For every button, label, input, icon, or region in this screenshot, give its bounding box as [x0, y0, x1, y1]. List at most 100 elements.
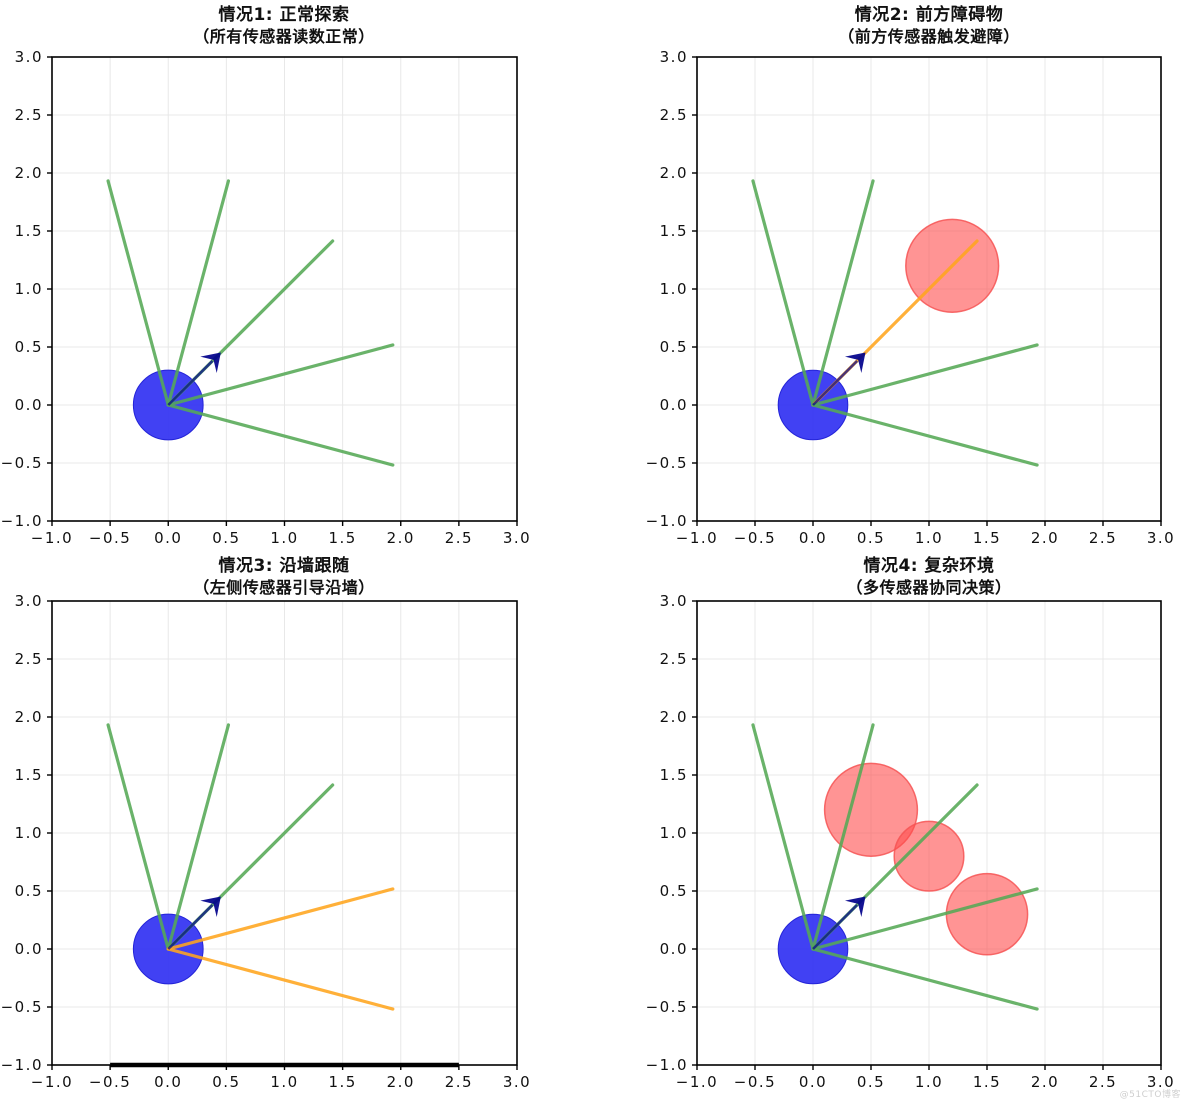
y-tick-label: 0.5	[660, 882, 688, 900]
obstacle-circle	[945, 872, 1029, 956]
x-tick-label: 2.0	[387, 1073, 415, 1091]
subplot-1-title-block: 情况1: 正常探索 （所有传感器读数正常）	[34, 4, 534, 48]
y-tick-label: 1.0	[660, 824, 688, 842]
subplot-3-plot-area: −1.0−1.0 −0.5 −0.5 0.0 0.0 0.5 0.5 1.0 1.0 1.5 1.5…	[1, 592, 530, 1091]
x-tick-label: 3.0	[503, 529, 531, 547]
subplot-scenario-4: 情况4: 复杂环境 （多传感器协同决策） −1.0 −1.0 −0.5 −0.5 0.0…	[592, 551, 1184, 1103]
x-tick-label: 0.0	[154, 529, 182, 547]
y-tick-label: 2.0	[15, 708, 43, 726]
x-tick-label: 1.5	[973, 1073, 1001, 1091]
sensor-ray-normal	[166, 179, 231, 407]
y-tick-label: 2.0	[15, 164, 43, 182]
x-tick-label: 0.5	[857, 529, 885, 547]
y-tick-label: 3.0	[15, 48, 43, 66]
subplot-2-plot-area: −1.0−1.0 −0.5 −0.5 0.0 0.0 0.5 0.5 1.0 1.0 1.5 1.5…	[646, 48, 1175, 547]
sensor-ray-normal	[106, 723, 170, 951]
y-tick-label: 2.5	[660, 106, 688, 124]
subplot-scenario-1: 情况1: 正常探索 （所有传感器读数正常） −1.0 −1.0 −0.5 −0.5 0.…	[0, 0, 592, 551]
y-tick-label: 2.5	[15, 106, 43, 124]
y-tick-label: 2.5	[15, 650, 43, 668]
y-tick-label: 0.5	[15, 882, 43, 900]
x-tick-label: 2.0	[1031, 1073, 1059, 1091]
subplot-3-title: 情况3: 沿墙跟随	[218, 556, 350, 576]
sensor-ray-normal	[166, 723, 231, 951]
y-tick-label: 1.5	[660, 222, 688, 240]
subplot-2-title-block: 情况2: 前方障碍物 （前方传感器触发避障）	[679, 4, 1179, 48]
y-tick-label: 1.5	[15, 222, 43, 240]
subplot-3-title-block: 情况3: 沿墙跟随 （左侧传感器引导沿墙）	[34, 555, 534, 599]
heading-arrow-shaft	[812, 903, 859, 950]
x-tick-label: 0.0	[799, 529, 827, 547]
x-tick-label: 3.0	[1147, 1073, 1175, 1091]
y-tick-label: 3.0	[660, 592, 688, 610]
sensor-ray-normal	[106, 179, 170, 407]
y-tick-label: 0.0	[15, 396, 43, 414]
x-tick-label: 2.5	[1089, 529, 1117, 547]
y-tick-label: −1.0	[646, 1056, 688, 1074]
sensor-ray-normal	[811, 887, 1039, 951]
y-tick-label: 3.0	[15, 592, 43, 610]
x-tick-label: 3.0	[1147, 529, 1175, 547]
x-tick-label: 2.5	[1089, 1073, 1117, 1091]
sensor-ray-triggered	[166, 947, 395, 1011]
y-tick-label: 2.0	[660, 708, 688, 726]
obstacle-circle	[893, 820, 965, 892]
x-tick-label: −1.0	[31, 529, 73, 547]
y-tick-label: −1.0	[646, 512, 688, 530]
x-tick-label: −1.0	[31, 1073, 73, 1091]
subplot-4-plot-area: −1.0−1.0 −0.5 −0.5 0.0 0.0 0.5 0.5 1.0 1.0 1.5 1.5…	[646, 592, 1175, 1091]
x-tick-label: −1.0	[676, 529, 718, 547]
x-tick-label: 2.5	[445, 529, 473, 547]
x-tick-label: 2.5	[445, 1073, 473, 1091]
x-tick-label: −0.5	[89, 1073, 131, 1091]
sensor-ray-normal	[811, 723, 875, 951]
heading-arrow-head	[200, 896, 221, 918]
subplot-scenario-3: 情况3: 沿墙跟随 （左侧传感器引导沿墙） −1.0 −1.0 −0.5 −0.5 0.…	[0, 551, 592, 1103]
x-tick-label: 1.0	[270, 1073, 298, 1091]
x-tick-label: 2.0	[1031, 529, 1059, 547]
subplot-4-title-block: 情况4: 复杂环境 （多传感器协同决策）	[679, 555, 1179, 599]
x-tick-label: −1.0	[676, 1073, 718, 1091]
heading-arrow-head	[200, 352, 221, 374]
sensor-ray-normal	[811, 403, 1039, 467]
subplot-1-title: 情况1: 正常探索	[218, 5, 350, 25]
x-tick-label: 1.0	[915, 529, 943, 547]
y-tick-label: −0.5	[646, 998, 688, 1016]
y-tick-label: 2.5	[660, 650, 688, 668]
y-tick-label: −1.0	[1, 512, 43, 530]
x-tick-label: −0.5	[734, 529, 776, 547]
y-tick-label: 1.0	[15, 280, 43, 298]
sensor-ray-normal	[811, 343, 1039, 407]
subplot-1-subtitle: （所有传感器读数正常）	[193, 27, 375, 46]
y-tick-label: 1.5	[660, 766, 688, 784]
heading-arrow-shaft	[812, 359, 859, 406]
heading-arrow-head	[844, 896, 866, 918]
x-tick-label: 0.5	[857, 1073, 885, 1091]
subplot-scenario-2: 情况2: 前方障碍物 （前方传感器触发避障） −1.0 −1.0 −0.5 −0.5 0…	[592, 0, 1184, 551]
x-tick-label: 0.0	[799, 1073, 827, 1091]
x-tick-label: −0.5	[734, 1073, 776, 1091]
subplot-4-title: 情况4: 复杂环境	[863, 556, 995, 576]
obstacle-circle	[823, 762, 919, 857]
x-tick-label: −0.5	[89, 529, 131, 547]
sensor-ray-normal	[751, 723, 815, 951]
y-tick-label: 0.0	[660, 396, 688, 414]
y-tick-label: −0.5	[1, 454, 43, 472]
sensor-ray-normal	[166, 403, 395, 467]
y-tick-label: 3.0	[660, 48, 688, 66]
y-tick-label: 1.5	[15, 766, 43, 784]
x-tick-label: 1.0	[270, 529, 298, 547]
x-tick-label: 1.5	[973, 529, 1001, 547]
y-tick-label: 0.0	[660, 940, 688, 958]
heading-arrow-shaft	[167, 903, 214, 950]
y-tick-label: −1.0	[1, 1056, 43, 1074]
y-tick-label: 0.5	[15, 338, 43, 356]
sensor-ray-normal	[751, 179, 815, 407]
y-tick-label: 1.0	[15, 824, 43, 842]
x-tick-label: 2.0	[387, 529, 415, 547]
sensor-ray-normal	[811, 947, 1039, 1011]
y-tick-label: 2.0	[660, 164, 688, 182]
x-tick-label: 1.5	[328, 1073, 356, 1091]
y-tick-label: 0.0	[15, 940, 43, 958]
